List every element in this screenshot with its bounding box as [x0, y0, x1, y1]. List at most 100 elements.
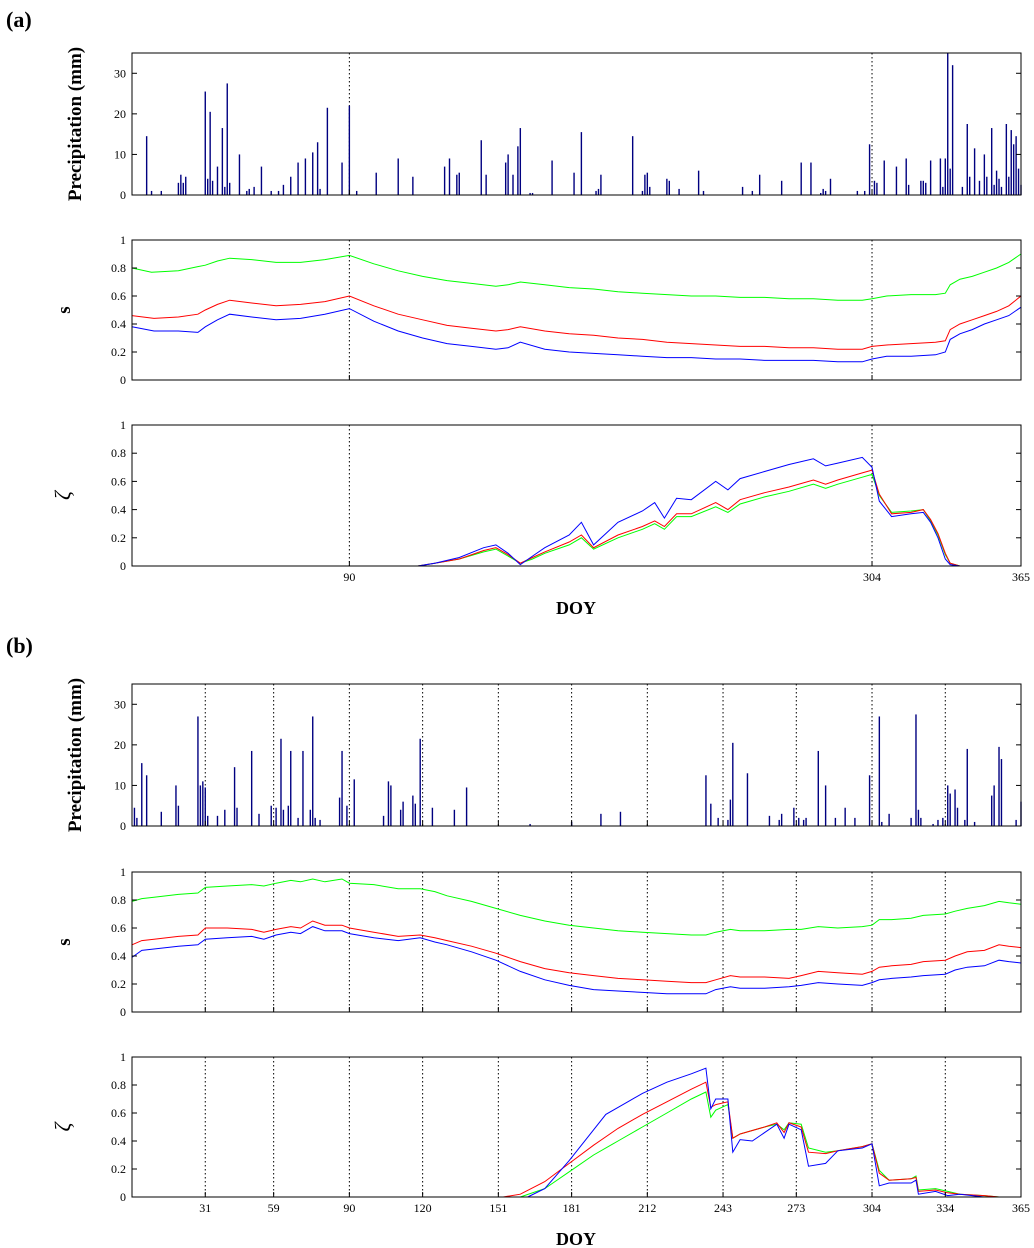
panel-b-zeta-xtick-label: 273	[787, 1201, 805, 1215]
panel-b-zeta-xtick-label: 181	[563, 1201, 581, 1215]
panel-b-precip-bar	[202, 781, 204, 826]
panel-b-zeta-xtick-label: 212	[638, 1201, 656, 1215]
panel-b-precip-bar	[309, 809, 311, 826]
panel-b-precip-bar	[390, 785, 392, 826]
panel-b-zeta-xtick-label: 304	[863, 1201, 881, 1215]
panel-b-zeta-ytick-label: 0.8	[111, 1078, 126, 1092]
panel-b-precip-bar	[431, 807, 434, 826]
panel-a-s-series-line	[131, 295, 1022, 350]
panel-a-precip-bar	[504, 162, 507, 195]
panel-a-precip-bar	[248, 188, 250, 195]
panel-a-precip-bar	[485, 174, 487, 195]
panel-b-zeta-xtick-label: 365	[1012, 1201, 1030, 1215]
panel-a-precip-bar	[741, 186, 744, 195]
panel-a-precip-bar	[1015, 136, 1017, 195]
panel-b-precip-bar	[881, 821, 883, 826]
panel-b-zeta-xtick-label: 151	[489, 1201, 507, 1215]
panel-b-precip-bar	[145, 775, 148, 826]
panel-b-precip-bar	[942, 817, 944, 826]
panel-a-zeta-series-line	[417, 469, 1021, 567]
panel-b-precip-bar	[710, 803, 712, 826]
panel-b-precip-bar	[338, 797, 341, 826]
panel-b-s-axes: 0 0.2 0.4 0.6 0.8 1 s	[54, 865, 1022, 1019]
panel-b-zeta-ytick-label: 0.6	[111, 1106, 126, 1120]
panel-b-zeta-ytick-label: 1	[120, 1050, 126, 1064]
panel-b-precip-bar	[619, 811, 622, 826]
panel-a-precip-bar	[868, 144, 871, 195]
panel-a-precip-bar	[597, 188, 600, 195]
panel-a-precip-bar	[224, 186, 226, 195]
panel-a-precip-bar	[204, 91, 206, 195]
panel-a-precip-bar	[519, 128, 522, 195]
panel-a-precip-bar	[758, 174, 761, 195]
panel-b-precip-bar	[727, 819, 729, 826]
panel-a-precip-bar	[947, 53, 949, 195]
panel-a-precip-bar	[246, 190, 248, 195]
panel-b-s-series-line	[131, 920, 1022, 984]
panel-b-precip-bar	[136, 817, 138, 826]
panel-b-s-ytick-label: 0.4	[111, 949, 126, 963]
panel-b-precip-bar	[275, 807, 277, 826]
panel-b-precip-bar	[297, 817, 299, 826]
panel-b-precip-bar	[399, 809, 402, 826]
panel-a-precip-bar	[922, 180, 925, 195]
panel-a-precip-bar	[456, 174, 458, 195]
panel-a-zeta-ytick-label: 0.6	[111, 474, 126, 488]
panel-b-precip-bar	[314, 817, 316, 826]
panel-b-zeta-xtick-label: 334	[936, 1201, 954, 1215]
panel-a-precip-bar	[631, 136, 634, 195]
panel-a-precip-bar	[907, 184, 910, 195]
panel-a-precip-bar	[221, 128, 224, 195]
panel-b-precip-bar	[915, 714, 917, 826]
panel-b-precip-bar	[729, 799, 732, 826]
panel-a-precip-bar	[905, 158, 907, 195]
panel-b-precip-bar	[160, 811, 163, 826]
panel-b-precip-bar	[280, 738, 282, 826]
panel-a-s-y-axis-label: s	[54, 306, 75, 313]
panel-b-precip-bar	[834, 817, 837, 826]
panel-b-precip-bar	[949, 793, 951, 826]
panel-a-precip-bar	[507, 154, 509, 195]
panel-a-precip-bar	[966, 124, 968, 195]
panel-b-precip-bar	[282, 809, 285, 826]
panel-a-precip-bar	[448, 158, 451, 195]
panel-a-precip-bar	[180, 174, 182, 195]
panel-a-precip-bar	[238, 154, 241, 195]
panel-b-precip-bar	[412, 795, 414, 826]
panel-a-precip-ytick-label: 30	[114, 66, 126, 80]
panel-a-precip-bar	[282, 184, 285, 195]
panel-b-precip-bar	[529, 823, 531, 826]
panel-b-precip-bar	[878, 716, 881, 826]
panel-a-precip-bar	[876, 182, 878, 195]
panel-b-precip-bar	[705, 775, 707, 826]
panel-b-precip-bar	[746, 773, 749, 826]
panel-a-precip-y-axis-label: Precipitation (mm)	[65, 47, 86, 201]
panel-a-precip-bar	[443, 166, 446, 195]
panel-a-precip-ytick-label: 20	[114, 107, 126, 121]
panel-a-zeta-xtick-label: 365	[1012, 570, 1030, 584]
panel-b-precip-bar	[177, 805, 180, 826]
panel-b-precip-bar	[600, 813, 602, 826]
panel-a-precip-bar	[942, 186, 944, 195]
panel-a-precip-bar	[929, 160, 932, 195]
panel-a-precip-bar	[978, 180, 981, 195]
panel-b-precip-bar	[224, 809, 226, 826]
panel-a-precip-bar	[145, 136, 148, 195]
panel-a-precip-bar	[666, 178, 668, 195]
panel-b-precip-ytick-label: 0	[120, 819, 126, 833]
panel-a-precip-bar	[517, 146, 519, 195]
panel-b-precip-bar	[990, 795, 993, 826]
panel-b-label: (b)	[6, 633, 33, 658]
panel-a-precip-bar	[822, 188, 824, 195]
panel-a-precip-bar	[512, 174, 514, 195]
panel-b-precip-bar	[1000, 759, 1003, 826]
panel-a-precip-bar	[883, 160, 885, 195]
panel-b-precip-bar	[920, 817, 922, 826]
panel-a-precip-bar	[341, 162, 343, 195]
panel-a-precip-bar	[228, 182, 231, 195]
panel-a-precip-bar	[216, 166, 219, 195]
panel-b-precip-ytick-label: 20	[114, 738, 126, 752]
panel-a-precip-bar	[348, 105, 351, 195]
panel-a-precip-bar	[531, 192, 534, 195]
